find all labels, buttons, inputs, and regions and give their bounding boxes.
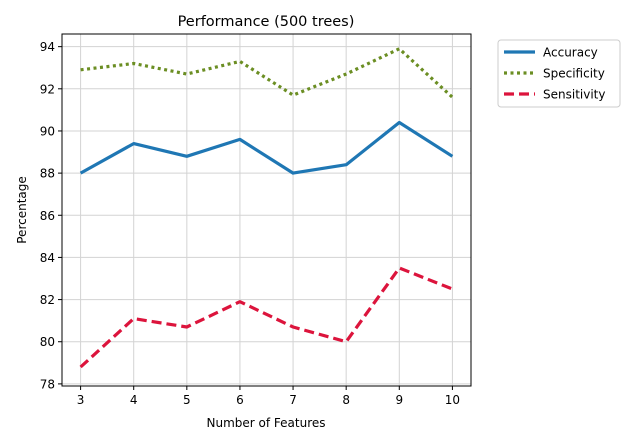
y-tick-label: 86 bbox=[40, 209, 55, 223]
x-tick-label: 5 bbox=[183, 393, 191, 407]
sensitivity-legend-label: Sensitivity bbox=[543, 88, 605, 102]
specificity-legend-label: Specificity bbox=[543, 67, 605, 81]
accuracy-legend-label: Accuracy bbox=[543, 46, 598, 60]
y-axis-label: Percentage bbox=[15, 176, 29, 244]
accuracy-series-line bbox=[79, 120, 454, 175]
legend-frame bbox=[497, 39, 621, 108]
y-tick-label: 82 bbox=[40, 293, 55, 307]
series-lines bbox=[79, 47, 454, 369]
y-tick-label: 94 bbox=[40, 40, 55, 54]
x-axis-ticks: 3 4 5 6 7 8 9 10 bbox=[77, 386, 460, 407]
specificity-series-line bbox=[80, 47, 454, 99]
grid-lines bbox=[62, 34, 471, 386]
y-tick-label: 88 bbox=[40, 167, 55, 181]
x-tick-label: 8 bbox=[342, 393, 350, 407]
sensitivity-series-line bbox=[79, 266, 453, 369]
y-tick-label: 84 bbox=[40, 251, 55, 265]
y-tick-label: 78 bbox=[40, 377, 55, 391]
plot-area-frame bbox=[61, 33, 472, 387]
legend: Accuracy Specificity Sensitivity bbox=[497, 39, 621, 108]
x-tick-label: 6 bbox=[236, 393, 244, 407]
x-tick-label: 3 bbox=[77, 393, 85, 407]
chart-title: Performance (500 trees) bbox=[178, 14, 355, 30]
x-tick-label: 7 bbox=[289, 393, 297, 407]
x-axis-label: Number of Features bbox=[207, 416, 326, 430]
x-tick-label: 10 bbox=[445, 393, 460, 407]
y-tick-label: 92 bbox=[40, 82, 55, 96]
y-tick-label: 80 bbox=[40, 335, 55, 349]
y-axis-ticks: 78 80 82 84 86 88 90 92 94 bbox=[40, 40, 62, 391]
x-tick-label: 4 bbox=[130, 393, 138, 407]
y-tick-label: 90 bbox=[40, 124, 55, 138]
x-tick-label: 9 bbox=[395, 393, 403, 407]
